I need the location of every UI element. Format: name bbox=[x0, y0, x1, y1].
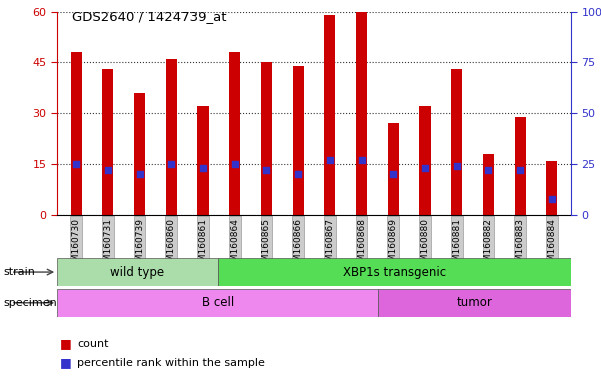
Bar bbox=[325, 15, 335, 215]
Point bbox=[357, 157, 367, 163]
Bar bbox=[198, 106, 209, 215]
Point bbox=[261, 167, 271, 173]
Bar bbox=[293, 66, 304, 215]
Bar bbox=[356, 12, 367, 215]
Bar bbox=[102, 69, 114, 215]
Bar bbox=[166, 59, 177, 215]
Point bbox=[516, 167, 525, 173]
Bar bbox=[57, 258, 218, 286]
Text: count: count bbox=[77, 339, 108, 349]
Point bbox=[325, 157, 335, 163]
Text: wild type: wild type bbox=[111, 266, 165, 278]
Bar bbox=[134, 93, 145, 215]
Bar bbox=[218, 258, 571, 286]
Bar bbox=[388, 124, 399, 215]
Point bbox=[198, 165, 208, 171]
Text: percentile rank within the sample: percentile rank within the sample bbox=[77, 358, 265, 368]
Text: B cell: B cell bbox=[201, 296, 234, 309]
Text: strain: strain bbox=[3, 267, 35, 277]
Bar bbox=[451, 69, 462, 215]
Point bbox=[388, 171, 398, 177]
Point bbox=[72, 161, 81, 167]
Text: XBP1s transgenic: XBP1s transgenic bbox=[343, 266, 446, 278]
Text: tumor: tumor bbox=[457, 296, 493, 309]
Bar bbox=[378, 289, 571, 317]
Point bbox=[547, 196, 557, 202]
Bar bbox=[261, 62, 272, 215]
Point bbox=[293, 171, 303, 177]
Bar bbox=[229, 52, 240, 215]
Bar bbox=[546, 161, 558, 215]
Bar bbox=[514, 117, 526, 215]
Bar bbox=[419, 106, 430, 215]
Point bbox=[420, 165, 430, 171]
Point bbox=[230, 161, 240, 167]
Bar bbox=[70, 52, 82, 215]
Bar bbox=[57, 289, 378, 317]
Point bbox=[103, 167, 112, 173]
Text: ■: ■ bbox=[60, 337, 72, 350]
Bar bbox=[483, 154, 494, 215]
Point bbox=[135, 171, 144, 177]
Point bbox=[166, 161, 176, 167]
Text: GDS2640 / 1424739_at: GDS2640 / 1424739_at bbox=[72, 10, 227, 23]
Point bbox=[452, 163, 462, 169]
Text: specimen: specimen bbox=[3, 298, 56, 308]
Text: ■: ■ bbox=[60, 356, 72, 369]
Point bbox=[484, 167, 493, 173]
